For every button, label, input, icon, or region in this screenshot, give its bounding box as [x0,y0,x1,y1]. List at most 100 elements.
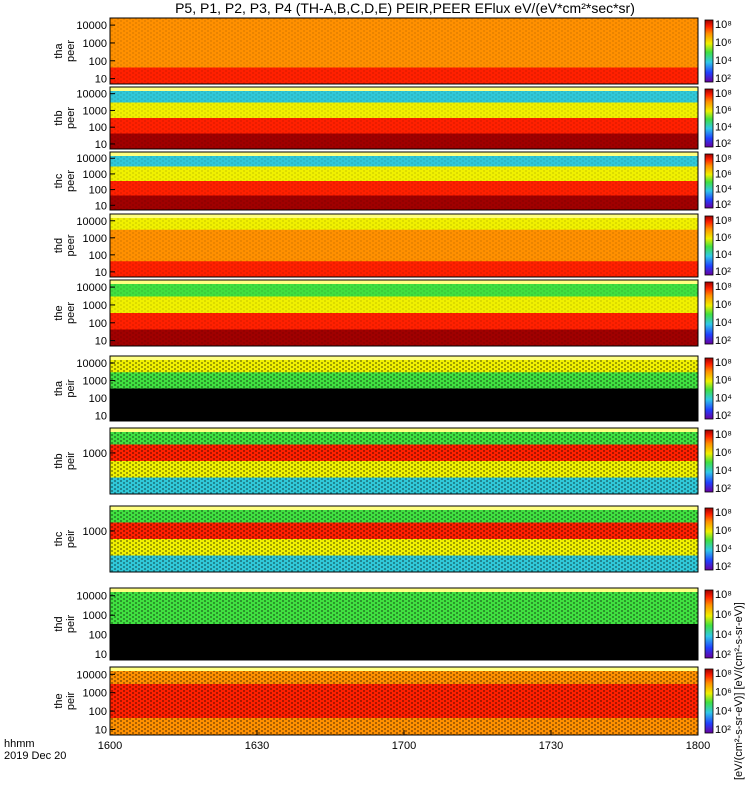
panel-frame [109,355,699,422]
colorbar-tick-label: 10² [715,724,731,736]
panel-thc-peir: 1000 thcpeir 10⁸ 10⁶ 10⁴ 10² [53,505,732,573]
colorbar [704,357,714,420]
y-tick-label: 10000 [76,282,107,294]
colorbar-tick-label: 10⁸ [715,668,732,680]
y-tick-label: 1000 [83,169,107,181]
panel-label: thepeir [53,691,77,710]
y-tick-label: 100 [89,630,107,642]
colorbar-tick-label: 10⁸ [715,19,732,31]
panel-frame [109,151,699,211]
colorbar-tick-label: 10⁸ [715,215,732,227]
panel-label: thbpeir [53,451,77,470]
gap-strip [110,87,698,91]
gap-strip [110,428,698,432]
x-tick-label: 1630 [245,740,269,752]
texture [110,280,698,346]
panel-label: thcpeir [53,529,77,548]
panel-tha-peer: 10000 1000 100 10 thapeer 10⁸ 10⁶ 10⁴ 10² [53,17,732,86]
y-tick-label: 100 [89,122,107,134]
y-tick-label: 10000 [76,669,107,681]
y-tick-label: 10000 [76,216,107,228]
colorbar-tick-label: 10⁸ [715,589,732,601]
panel-frame [109,213,699,278]
panel-frame [109,427,699,495]
colorbar-tick-label: 10² [715,335,731,347]
colorbar-tick-label: 10⁴ [715,543,732,555]
y-tick-label: 10 [95,649,107,661]
gap-strip [110,356,698,360]
x-tick-label: 1800 [686,740,710,752]
y-tick-label: 100 [89,706,107,718]
time-unit-label: hhmm [4,738,35,750]
panel-label: thdpeir [53,614,77,633]
colorbar-tick-label: 10⁸ [715,153,732,165]
y-tick-label: 1000 [83,688,107,700]
panel-frame [109,17,699,85]
y-tick-label: 1000 [83,526,107,538]
y-tick-label: 10000 [76,89,107,101]
y-tick-label: 10 [95,74,107,86]
colorbar-tick-label: 10⁸ [715,88,732,100]
panel-label: thdpeer [53,234,77,256]
colorbar [704,507,714,571]
colorbar-tick-label: 10⁶ [715,525,732,537]
panel-frame [109,587,699,661]
panel-tha-peir: 10000 1000 100 10 thapeir 10⁸ 10⁶ 10⁴ 10² [53,355,732,423]
panel-frame [109,279,699,347]
y-tick-label: 10 [95,139,107,151]
colorbar [704,153,714,209]
panel-the-peer: 10000 1000 100 10 thepeer 10⁸ 10⁶ 10⁴ 10² [53,279,732,348]
x-tick-label: 1600 [98,740,122,752]
y-tick-label: 10 [95,267,107,279]
gap-strip [110,667,698,671]
gap-strip [110,506,698,510]
y-tick-label: 1000 [83,233,107,245]
colorbar-tick-label: 10² [715,73,731,85]
texture [110,667,698,735]
colorbar-tick-label: 10² [715,266,731,278]
colorbar-tick-label: 10⁶ [715,299,732,311]
y-tick-label: 1000 [83,38,107,50]
colorbar-tick-label: 10² [715,649,731,661]
colorbar-units-label: [eV/(cm²-s-sr-eV)] [eV/(cm²-s-sr-eV)] [733,602,745,780]
colorbar-tick-label: 10⁶ [715,609,732,621]
y-tick-label: 10 [95,724,107,736]
texture [110,87,698,149]
colorbar [704,88,714,148]
panel-label: thepeer [53,302,77,324]
y-tick-label: 10000 [76,153,107,165]
colorbar-tick-label: 10⁶ [715,687,732,699]
x-tick-label: 1730 [539,740,563,752]
colorbar [704,215,714,276]
y-tick-label: 10000 [76,20,107,32]
texture [110,18,698,84]
colorbar-tick-label: 10⁴ [715,465,732,477]
colorbar [704,429,714,493]
colorbar-tick-label: 10⁸ [715,507,732,519]
y-tick-label: 10 [95,200,107,212]
y-tick-label: 1000 [83,300,107,312]
y-tick-label: 1000 [83,376,107,388]
colorbar-tick-label: 10² [715,199,731,211]
y-tick-label: 100 [89,250,107,262]
colorbar-tick-label: 10² [715,483,731,495]
y-tick-label: 1000 [83,105,107,117]
colorbar-tick-label: 10⁶ [715,375,732,387]
y-tick-label: 100 [89,185,107,197]
panel-label: thapeir [53,379,77,398]
panel-thd-peir: 10000 1000 100 10 thdpeir 10⁸ 10⁶ 10⁴ 10² [53,587,732,661]
panel-thb-peer: 10000 1000 100 10 thbpeer 10⁸ 10⁶ 10⁴ 10² [53,86,732,151]
colorbar-tick-label: 10² [715,561,731,573]
colorbar-tick-label: 10⁸ [715,281,732,293]
panel-thd-peer: 10000 1000 100 10 thdpeer 10⁸ 10⁶ 10⁴ 10² [53,213,732,279]
panel-label: thbpeer [53,107,77,129]
colorbar [704,668,714,734]
colorbar-tick-label: 10⁴ [715,184,732,196]
texture [110,506,698,572]
y-tick-label: 10000 [76,358,107,370]
colorbar [704,281,714,345]
colorbar-tick-label: 10² [715,138,731,150]
x-tick-label: 1700 [392,740,416,752]
colorbar-tick-label: 10⁶ [715,105,732,117]
